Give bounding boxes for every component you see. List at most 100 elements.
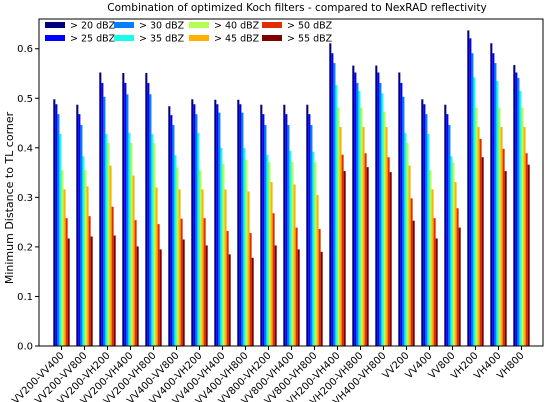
bar-vv200-vv800-s5 (84, 170, 87, 346)
bar-vv200-s7 (410, 198, 413, 346)
bar-vv400-vh400-s1 (214, 99, 217, 346)
bar-vv200-vh800-s4 (151, 133, 154, 346)
y-tick-label: 0.1 (17, 292, 33, 303)
bar-vv200-vh800-s6 (155, 187, 158, 346)
bar-vv200-vv400-s7 (65, 218, 68, 346)
bar-vh400-s5 (498, 107, 501, 346)
bar-vv800-vh800-s5 (314, 162, 317, 346)
legend-label: > 30 dBZ (139, 21, 185, 32)
bar-vh200-vh800-s3 (356, 82, 359, 346)
bar-vh800-s7 (525, 153, 528, 346)
bar-vv800-s4 (450, 156, 453, 346)
bar-vh800-s5 (521, 107, 524, 346)
bar-vh200-vh800-s8 (366, 167, 369, 346)
bar-vv400-vh200-s7 (203, 218, 206, 346)
bar-vh400-vh800-s5 (383, 111, 386, 347)
bar-vv400-vv800-s5 (176, 167, 179, 346)
bar-vv800-vh200-s2 (262, 114, 265, 346)
bar-vv400-s2 (423, 104, 426, 346)
bar-vh200-vh800-s5 (360, 107, 363, 346)
chart-title: Combination of optimized Koch filters - … (107, 2, 486, 14)
bar-vv400-vh200-s5 (199, 170, 202, 346)
bar-vv400-vh400-s8 (228, 254, 231, 346)
y-tick-label: 0.6 (17, 44, 33, 55)
bar-vv800-s1 (444, 104, 447, 347)
legend-swatch (262, 22, 282, 28)
bar-vh800-s6 (523, 127, 526, 346)
bar-vh200-vh400-s2 (331, 53, 334, 346)
bar-vv400-s8 (435, 238, 438, 346)
bar-vv400-vh200-s6 (201, 189, 204, 346)
y-tick-label: 0.3 (17, 193, 33, 204)
bar-vh400-s6 (500, 127, 503, 346)
bar-vv200-vv400-s3 (57, 114, 60, 346)
bar-vv800-vh200-s4 (266, 154, 269, 346)
bar-vh400-s7 (502, 148, 505, 346)
bar-vv400-vh400-s2 (216, 104, 219, 346)
bar-vh400-vh800-s4 (381, 93, 384, 346)
legend-label: > 20 dBZ (70, 21, 116, 32)
bar-vv400-vh800-s3 (241, 112, 244, 346)
bar-vv800-vh800-s7 (318, 229, 321, 346)
bar-vv400-vh200-s1 (191, 99, 194, 346)
bar-vv200-vh800-s7 (157, 224, 160, 346)
bar-vv200-vh800-s2 (147, 82, 150, 346)
bar-vv800-vh200-s3 (264, 125, 267, 346)
bar-vh200-vh400-s1 (329, 43, 332, 346)
bar-vh400-s3 (494, 63, 497, 346)
y-axis: 0.0 0.1 0.2 0.3 0.4 0.5 0.6 (17, 44, 39, 353)
bar-vv800-vh400-s1 (283, 104, 286, 347)
bar-vv200-vh400-s1 (122, 73, 125, 346)
bar-vv200-s3 (402, 96, 405, 346)
bar-vv800-s5 (452, 162, 455, 346)
bar-vv400-vh800-s7 (249, 233, 252, 346)
legend-swatch (189, 35, 209, 41)
bar-vv400-vh400-s3 (218, 112, 221, 346)
bar-vv400-vv800-s8 (182, 239, 185, 346)
bar-vh200-vh800-s7 (364, 153, 367, 346)
bar-vh400-vh800-s3 (379, 82, 382, 346)
bar-vv200-vh200-s1 (99, 72, 102, 346)
bar-vh400-s8 (504, 171, 507, 346)
bar-vv400-vh200-s8 (205, 245, 208, 346)
bar-vv200-vh800-s3 (149, 94, 152, 346)
bar-vv200-vv800-s6 (86, 186, 89, 346)
bar-vh400-s4 (496, 80, 499, 347)
legend-swatch (189, 22, 209, 28)
bar-vh400-vh800-s6 (385, 127, 388, 346)
legend-label: > 50 dBZ (287, 21, 333, 32)
bar-vh400-vh800-s7 (387, 157, 390, 346)
bar-vh200-vh800-s4 (358, 90, 361, 346)
bar-vv800-s7 (456, 208, 459, 346)
bar-vv800-vh800-s3 (310, 125, 313, 346)
y-tick-label: 0.0 (17, 342, 33, 353)
bar-vv200-vh200-s6 (109, 165, 112, 346)
legend-swatch (45, 35, 65, 41)
bar-vv200-vh200-s2 (101, 82, 104, 346)
bar-vv800-vh800-s1 (306, 104, 309, 347)
bar-vv200-vh200-s8 (113, 235, 116, 346)
legend-label: > 45 dBZ (214, 34, 260, 45)
bar-vv200-s5 (406, 142, 409, 346)
y-tick-label: 0.2 (17, 242, 33, 253)
bar-vv400-s5 (429, 170, 432, 346)
bar-vh400-vh800-s8 (389, 172, 392, 346)
bar-vv400-vv800-s6 (178, 189, 181, 346)
bar-vv400-vv800-s3 (172, 125, 175, 346)
bar-vh200-vh400-s7 (341, 154, 344, 346)
bar-vv800-s3 (448, 125, 451, 346)
plot-frame (38, 18, 544, 347)
bar-vv800-s6 (454, 182, 457, 346)
legend-swatch (45, 22, 65, 28)
bar-vv400-vh400-s4 (220, 147, 223, 346)
bar-vv800-s2 (446, 114, 449, 346)
bar-vv800-vh200-s7 (272, 213, 275, 346)
y-tick-label: 0.4 (17, 143, 33, 154)
bar-vv400-s4 (427, 133, 430, 346)
bar-vv200-vv800-s2 (78, 114, 81, 346)
bar-vv200-vh400-s2 (124, 82, 127, 346)
bar-vv200-s8 (412, 220, 415, 346)
bar-vh200-s2 (469, 38, 472, 346)
bar-vv400-vh800-s4 (243, 147, 246, 346)
bar-vh800-s2 (515, 72, 518, 346)
